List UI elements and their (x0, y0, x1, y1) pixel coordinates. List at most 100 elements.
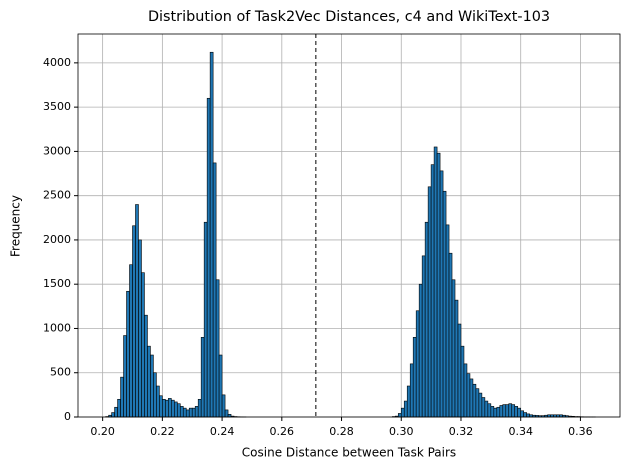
x-tick-label: 0.34 (508, 425, 533, 438)
bar (469, 378, 474, 418)
bar (496, 406, 501, 418)
x-tick-label: 0.36 (568, 425, 593, 438)
bar (475, 388, 480, 418)
y-tick-label: 3500 (43, 100, 71, 113)
bar (517, 407, 522, 418)
y-tick-label: 2000 (43, 233, 71, 246)
bar (162, 398, 166, 418)
chart-title: Distribution of Task2Vec Distances, c4 a… (148, 9, 550, 25)
bar (171, 399, 175, 418)
bar (150, 354, 154, 418)
bar (406, 385, 411, 418)
x-tick-label: 0.20 (90, 425, 115, 438)
bar (448, 252, 453, 418)
y-tick-label: 3000 (43, 144, 71, 157)
bar (433, 146, 438, 418)
bar (451, 279, 456, 418)
bar (176, 403, 181, 418)
bar (209, 51, 214, 418)
bar (490, 406, 495, 418)
bar (215, 279, 220, 418)
bar (439, 170, 444, 418)
bar (511, 404, 516, 418)
bar (218, 354, 223, 418)
bar (138, 239, 142, 418)
bar (409, 363, 414, 418)
bar (478, 392, 483, 418)
bar (197, 398, 202, 418)
bar (445, 224, 450, 418)
bar (505, 404, 510, 418)
y-tick-label: 2500 (43, 189, 71, 202)
bar (117, 398, 121, 418)
plot-frame (77, 33, 621, 418)
bar (466, 373, 471, 418)
bar (514, 406, 519, 418)
bar (400, 407, 405, 418)
bar (191, 407, 196, 418)
bar (156, 385, 160, 418)
x-axis-label: Cosine Distance between Task Pairs (242, 446, 456, 460)
x-tick-label: 0.32 (449, 425, 474, 438)
bar (114, 406, 118, 418)
bar (484, 400, 489, 418)
bar (206, 97, 211, 418)
bar (194, 406, 199, 418)
x-tick-label: 0.26 (270, 425, 295, 438)
bar (120, 376, 124, 418)
x-tick-label: 0.22 (150, 425, 175, 438)
bar (212, 162, 217, 418)
bar (454, 299, 459, 418)
bar (424, 221, 429, 418)
bar (487, 403, 492, 418)
bar (200, 337, 205, 418)
y-axis-label: Frequency (9, 195, 23, 257)
bar (224, 409, 229, 418)
x-tick-label: 0.30 (389, 425, 414, 438)
x-tick-label: 0.24 (210, 425, 235, 438)
bar (499, 405, 504, 418)
bar (502, 404, 507, 418)
bar (135, 204, 139, 418)
y-tick-label: 500 (50, 366, 71, 379)
bar (165, 399, 169, 418)
bar (168, 398, 172, 418)
bar (185, 409, 190, 418)
bar (412, 337, 417, 418)
bar (182, 407, 187, 418)
bar (457, 323, 462, 418)
bar (126, 290, 130, 418)
bar (203, 221, 208, 418)
bar (493, 407, 498, 418)
y-tick-label: 1500 (43, 277, 71, 290)
bar (526, 413, 530, 418)
bar (508, 403, 513, 418)
bar (418, 283, 423, 418)
bar (427, 186, 432, 418)
bar (111, 412, 115, 418)
bar (123, 335, 127, 418)
bar (415, 310, 420, 418)
x-tick-label: 0.28 (329, 425, 354, 438)
bar (421, 255, 426, 418)
bar (153, 372, 157, 418)
bar (174, 401, 178, 418)
bar (221, 394, 226, 418)
bar (430, 164, 435, 418)
bar (460, 345, 465, 418)
bar (442, 190, 447, 418)
bar (436, 152, 441, 418)
bar (403, 400, 408, 418)
y-tick-label: 4000 (43, 56, 71, 69)
bar (188, 407, 193, 418)
bar (397, 413, 402, 418)
bar (147, 345, 151, 418)
bar (523, 412, 527, 418)
bar (129, 264, 133, 418)
y-tick-label: 0 (64, 410, 71, 423)
bar (132, 225, 136, 418)
y-tick-label: 1000 (43, 321, 71, 334)
bar (463, 363, 468, 418)
